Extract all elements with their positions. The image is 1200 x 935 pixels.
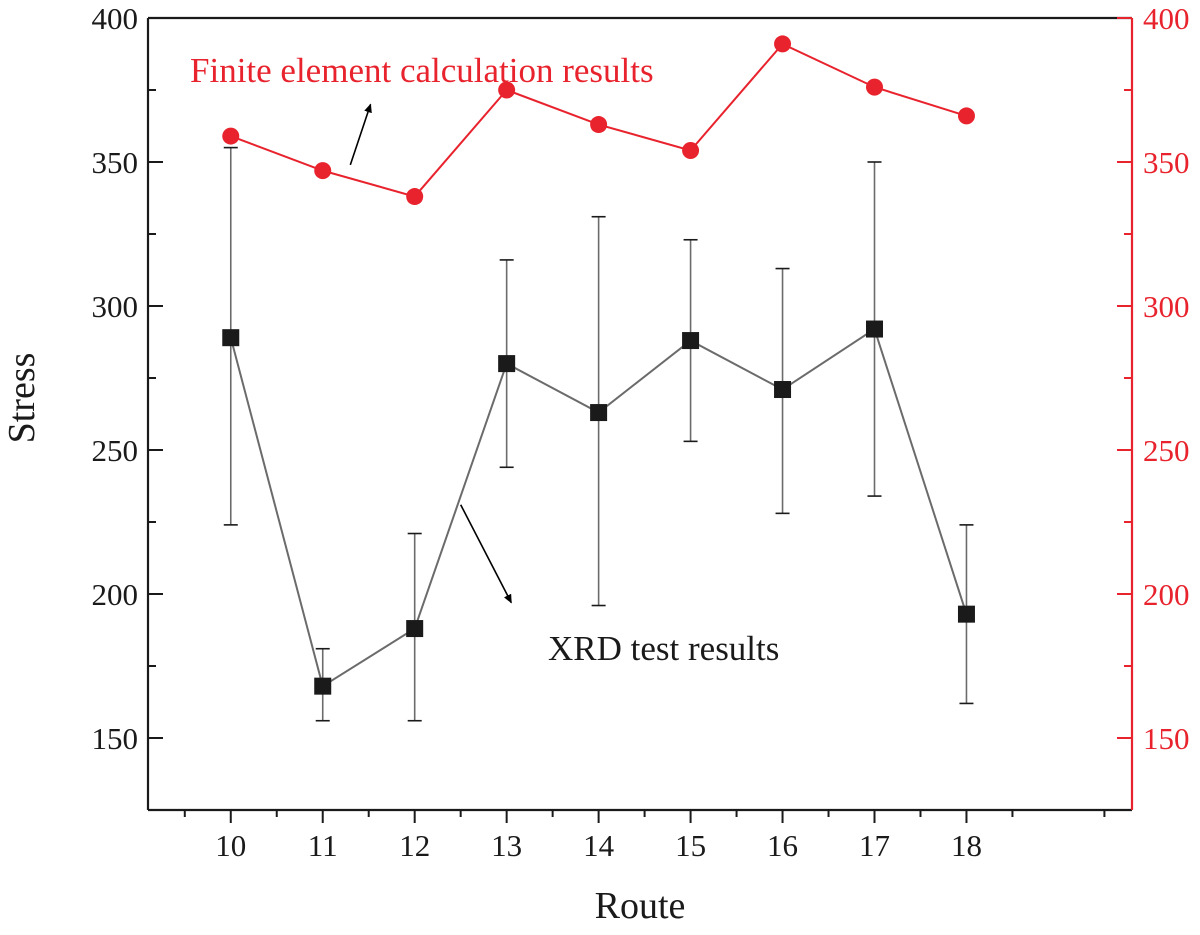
- left-y-tick-label: 350: [92, 145, 139, 180]
- finite-element-data-point: [406, 188, 424, 206]
- xrd-data-point: [590, 404, 608, 422]
- x-tick-label: 12: [399, 828, 430, 863]
- finite-element-data-point: [498, 81, 516, 99]
- x-tick-label: 10: [215, 828, 246, 863]
- left-y-tick-label: 200: [92, 577, 139, 612]
- finite-element-data-point: [682, 141, 700, 159]
- x-tick-label: 11: [308, 828, 338, 863]
- x-tick-label: 18: [951, 828, 982, 863]
- left-y-ticks: 150 200 250 300 350 400: [92, 1, 163, 756]
- xrd-data-point: [222, 329, 240, 347]
- finite-element-annotation-label: Finite element calculation results: [190, 51, 654, 90]
- right-y-tick-label: 150: [1143, 721, 1190, 756]
- right-y-tick-label: 400: [1143, 1, 1190, 36]
- right-y-tick-label: 250: [1143, 433, 1190, 468]
- series-layer: [222, 35, 975, 722]
- x-tick-label: 16: [767, 828, 798, 863]
- finite-element-data-point: [314, 162, 332, 180]
- left-y-tick-label: 400: [92, 1, 139, 36]
- x-tick-label: 14: [583, 828, 615, 863]
- finite-element-annotation-arrow: [349, 103, 372, 166]
- xrd-data-point: [774, 381, 792, 399]
- finite-element-data-point: [222, 127, 240, 145]
- right-y-tick-label: 200: [1143, 577, 1190, 612]
- left-y-tick-label: 150: [92, 721, 139, 756]
- x-tick-label: 15: [675, 828, 706, 863]
- xrd-data-point: [406, 620, 424, 638]
- x-tick-label: 17: [859, 828, 890, 863]
- y-axis-label: Stress: [1, 353, 43, 444]
- xrd-annotation-label: XRD test results: [548, 629, 779, 668]
- finite-element-data-point: [957, 107, 975, 125]
- xrd-data-point: [957, 605, 975, 623]
- right-y-tick-label: 300: [1143, 289, 1190, 324]
- finite-element-data-point: [590, 116, 608, 134]
- x-tick-label: 13: [491, 828, 522, 863]
- x-ticks: 10 11 12 13 14 15 16 17 18: [183, 810, 1106, 863]
- xrd-data-point: [314, 677, 332, 695]
- axes-layer: 150 200 250 300 350 400 150 200 250 300 350 400 10…: [92, 1, 1190, 863]
- right-y-tick-label: 350: [1143, 145, 1190, 180]
- right-y-ticks: 150 200 250 300 350 400: [1117, 1, 1190, 756]
- xrd-data-point: [498, 355, 516, 373]
- left-y-tick-label: 250: [92, 433, 139, 468]
- xrd-data-point: [682, 332, 700, 350]
- finite-element-data-point: [866, 78, 884, 96]
- left-y-tick-label: 300: [92, 289, 139, 324]
- annotation-layer: Finite element calculation results XRD t…: [190, 51, 779, 668]
- xrd-annotation-arrow: [459, 504, 512, 604]
- xrd-data-point: [866, 320, 884, 338]
- finite-element-data-point: [774, 35, 792, 53]
- x-axis-label: Route: [595, 885, 686, 927]
